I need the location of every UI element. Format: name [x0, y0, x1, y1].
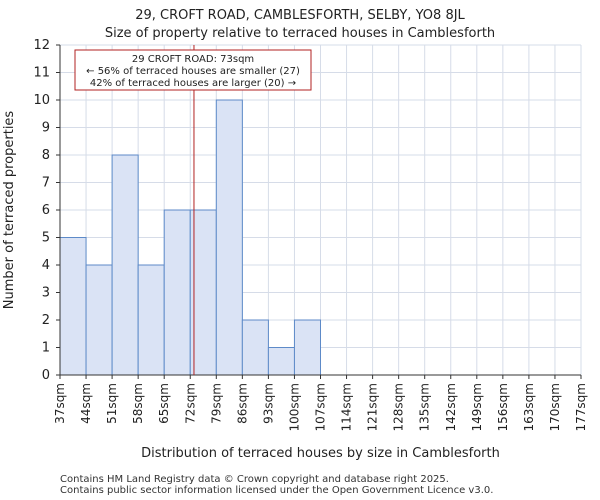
y-tick-label: 11	[33, 66, 50, 81]
x-tick-label: 72sqm	[183, 383, 197, 424]
y-tick-label: 12	[33, 38, 50, 53]
x-tick-label: 44sqm	[79, 383, 93, 424]
annotation-line-1: 29 CROFT ROAD: 73sqm	[132, 54, 254, 65]
y-tick-label: 1	[42, 341, 50, 356]
x-tick-label: 114sqm	[340, 383, 354, 431]
footer-licence: Contains public sector information licen…	[60, 485, 494, 496]
histogram-bar	[59, 237, 87, 376]
x-tick-label: 86sqm	[235, 383, 249, 424]
histogram-bar	[137, 264, 165, 376]
y-tick-label: 8	[42, 148, 50, 163]
x-tick-label: 163sqm	[522, 383, 536, 431]
x-tick-label: 142sqm	[444, 383, 458, 431]
x-tick-label: 149sqm	[470, 383, 484, 431]
x-tick-label: 51sqm	[105, 383, 119, 424]
x-axis-title: Distribution of terraced houses by size …	[141, 446, 500, 461]
x-tick-label: 65sqm	[157, 383, 171, 424]
y-tick-label: 4	[42, 258, 50, 273]
x-tick-label: 37sqm	[53, 383, 67, 424]
y-axis-title: Number of terraced properties	[2, 111, 17, 310]
x-tick-label: 128sqm	[392, 383, 406, 431]
x-tick-label: 135sqm	[418, 383, 432, 431]
footer-copyright: Contains HM Land Registry data © Crown c…	[60, 474, 449, 485]
y-tick-label: 9	[42, 121, 50, 136]
y-tick-label: 5	[42, 231, 50, 246]
histogram-bar	[85, 264, 113, 376]
x-tick-label: 79sqm	[209, 383, 223, 424]
x-tick-label: 156sqm	[496, 383, 510, 431]
y-tick-label: 7	[42, 176, 50, 191]
y-tick-label: 0	[42, 368, 50, 383]
annotation-line-2: ← 56% of terraced houses are smaller (27…	[86, 66, 300, 77]
histogram-bar	[267, 347, 295, 376]
chart-subtitle: Size of property relative to terraced ho…	[104, 26, 496, 41]
annotation-box	[74, 49, 312, 91]
y-tick-label: 3	[42, 286, 50, 301]
x-tick-label: 121sqm	[366, 383, 380, 431]
histogram-bar	[293, 319, 322, 376]
annotation-line-3: 42% of terraced houses are larger (20) →	[90, 78, 296, 89]
page-title: 29, CROFT ROAD, CAMBLESFORTH, SELBY, YO8…	[135, 8, 465, 23]
x-tick-label: 93sqm	[261, 383, 275, 424]
histogram-bar	[111, 154, 139, 376]
histogram-bar	[241, 319, 269, 376]
x-tick-label: 100sqm	[287, 383, 301, 431]
x-tick-label: 170sqm	[548, 383, 562, 431]
x-tick-label: 177sqm	[574, 383, 588, 431]
histogram-bar	[215, 99, 243, 376]
y-tick-label: 10	[33, 93, 50, 108]
y-tick-label: 6	[42, 203, 50, 218]
x-tick-label: 58sqm	[131, 383, 145, 424]
y-tick-label: 2	[42, 313, 50, 328]
x-tick-label: 107sqm	[314, 383, 328, 431]
histogram-bar	[163, 209, 191, 376]
